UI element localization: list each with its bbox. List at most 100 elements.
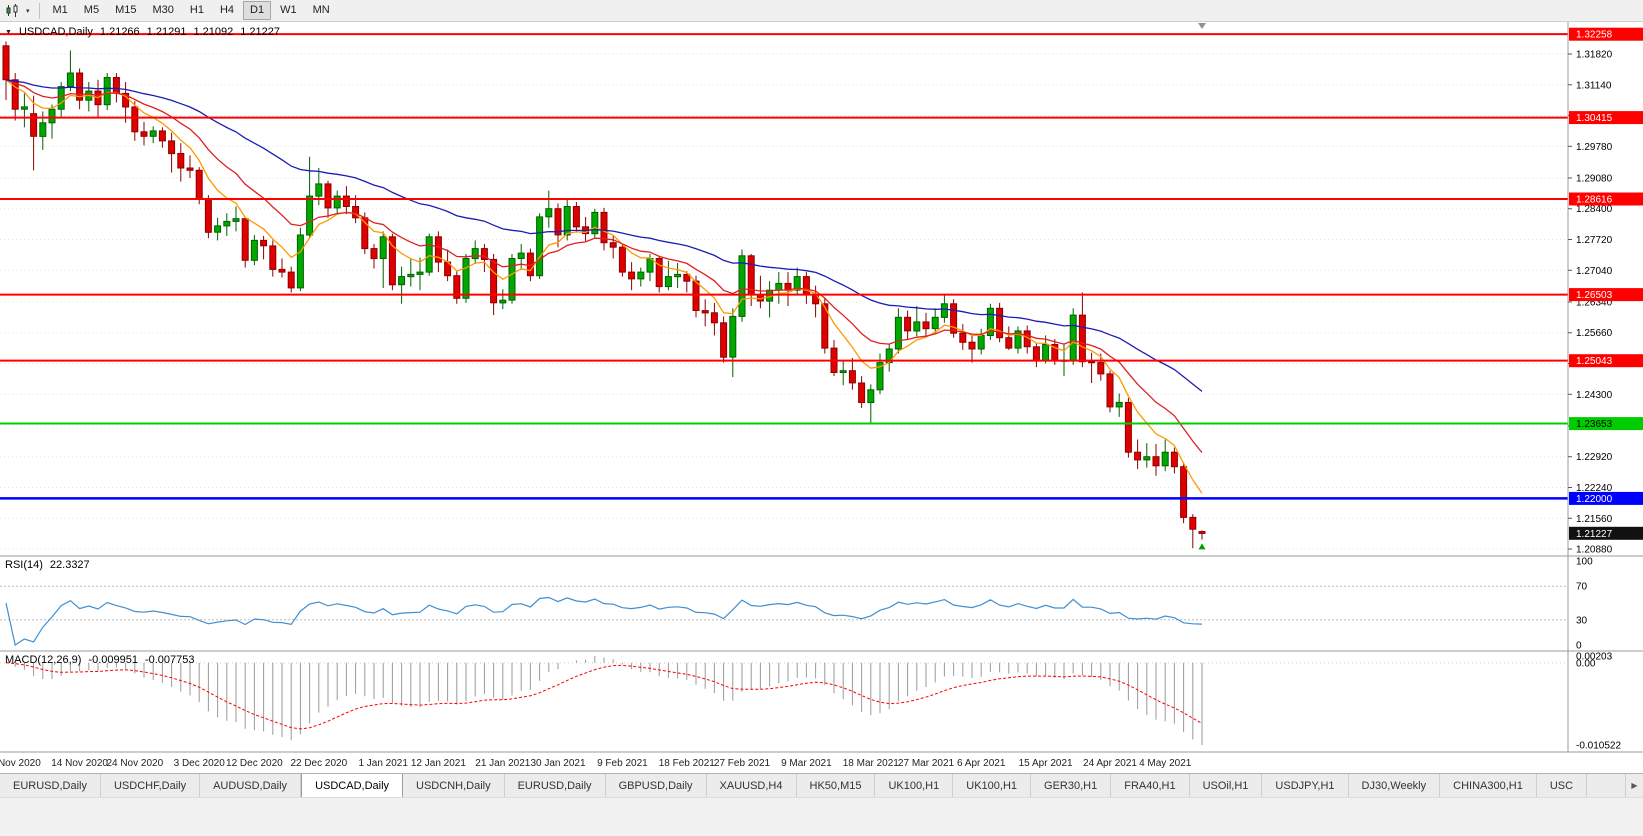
- timeframe-button-m1[interactable]: M1: [46, 1, 75, 19]
- symbol-tab-2[interactable]: AUDUSD,Daily: [200, 774, 302, 797]
- symbol-tab-3[interactable]: USDCAD,Daily: [301, 774, 404, 797]
- symbol-tab-7[interactable]: XAUUSD,H4: [706, 774, 797, 797]
- svg-text:1.27720: 1.27720: [1576, 235, 1613, 246]
- svg-text:1.23653: 1.23653: [1576, 419, 1613, 430]
- ma-line-40: [5, 79, 1203, 392]
- macd-histogram: [14, 656, 1203, 745]
- svg-text:1.22920: 1.22920: [1576, 452, 1613, 463]
- svg-text:0.00: 0.00: [1576, 658, 1596, 669]
- svg-text:1.29080: 1.29080: [1576, 173, 1613, 184]
- chart-canvas[interactable]: 1.318201.311401.304601.297801.290801.284…: [0, 22, 1643, 773]
- svg-text:24 Apr 2021: 24 Apr 2021: [1083, 758, 1137, 769]
- svg-text:1.28616: 1.28616: [1576, 194, 1613, 205]
- last-bar-arrow-icon: [1198, 543, 1206, 550]
- symbol-tab-14[interactable]: USDJPY,H1: [1262, 774, 1349, 797]
- svg-text:4 May 2021: 4 May 2021: [1139, 758, 1192, 769]
- svg-text:14 Nov 2020: 14 Nov 2020: [51, 758, 108, 769]
- svg-text:1.22000: 1.22000: [1576, 494, 1613, 505]
- price-scale[interactable]: 1.318201.311401.304601.297801.290801.284…: [1568, 27, 1643, 752]
- symbol-tab-bar: EURUSD,Daily USDCHF,Daily AUDUSD,Daily USDC…: [0, 773, 1643, 797]
- symbol-tab-4[interactable]: USDCNH,Daily: [403, 774, 505, 797]
- symbol-tab-6[interactable]: GBPUSD,Daily: [605, 774, 707, 797]
- svg-text:1.31140: 1.31140: [1576, 80, 1612, 91]
- chart-shift-marker: [1198, 23, 1206, 29]
- chart-objects-icon[interactable]: ▼: [5, 28, 12, 36]
- svg-text:18 Feb 2021: 18 Feb 2021: [659, 758, 716, 769]
- timeframe-button-w1[interactable]: W1: [273, 1, 304, 19]
- svg-text:1.20880: 1.20880: [1576, 545, 1613, 556]
- ma-line-15: [5, 79, 1203, 454]
- svg-text:100: 100: [1576, 557, 1593, 568]
- timeframe-toolbar: ▾ M1 M5 M15 M30 H1 H4 D1 W1 MN: [0, 0, 1643, 22]
- svg-text:22 Dec 2020: 22 Dec 2020: [290, 758, 347, 769]
- svg-text:15 Apr 2021: 15 Apr 2021: [1019, 758, 1073, 769]
- rsi-line: [5, 596, 1203, 646]
- svg-text:1.26340: 1.26340: [1576, 297, 1613, 308]
- svg-text:1 Jan 2021: 1 Jan 2021: [358, 758, 408, 769]
- svg-text:9 Mar 2021: 9 Mar 2021: [781, 758, 832, 769]
- svg-text:1.21227: 1.21227: [1576, 529, 1613, 540]
- horizontal-lines-layer: [0, 33, 1568, 500]
- svg-text:6 Apr 2021: 6 Apr 2021: [957, 758, 1006, 769]
- svg-text:18 Mar 2021: 18 Mar 2021: [843, 758, 900, 769]
- svg-text:1.32258: 1.32258: [1576, 30, 1613, 41]
- chart-area[interactable]: 1.318201.311401.304601.297801.290801.284…: [0, 22, 1643, 773]
- svg-text:1.28400: 1.28400: [1576, 204, 1613, 215]
- timeframe-button-h1[interactable]: H1: [183, 1, 211, 19]
- symbol-tab-9[interactable]: UK100,H1: [875, 774, 954, 797]
- chart-type-icon[interactable]: [3, 3, 22, 18]
- svg-text:21 Jan 2021: 21 Jan 2021: [475, 758, 530, 769]
- svg-text:1.29780: 1.29780: [1576, 142, 1613, 153]
- timeframe-buttons: M1 M5 M15 M30 H1 H4 D1 W1 MN: [46, 1, 337, 20]
- timeframe-button-m15[interactable]: M15: [108, 1, 143, 19]
- svg-text:1.26503: 1.26503: [1576, 290, 1613, 301]
- timeframe-button-mn[interactable]: MN: [306, 1, 337, 19]
- svg-text:-0.010522: -0.010522: [1576, 741, 1621, 752]
- symbol-tab-1[interactable]: USDCHF,Daily: [100, 774, 201, 797]
- timeframe-button-h4[interactable]: H4: [213, 1, 241, 19]
- symbol-tab-16[interactable]: CHINA300,H1: [1440, 774, 1537, 797]
- macd-signal-line: [5, 662, 1203, 730]
- timeframe-button-m30[interactable]: M30: [145, 1, 180, 19]
- svg-text:0: 0: [1576, 641, 1582, 652]
- svg-text:1.30415: 1.30415: [1576, 113, 1613, 124]
- chart-type-caret-icon[interactable]: ▾: [26, 7, 30, 15]
- svg-text:12 Dec 2020: 12 Dec 2020: [226, 758, 283, 769]
- svg-text:30: 30: [1576, 615, 1588, 626]
- svg-text:0.00203: 0.00203: [1576, 652, 1613, 663]
- svg-text:3 Dec 2020: 3 Dec 2020: [174, 758, 226, 769]
- symbol-tab-5[interactable]: EURUSD,Daily: [504, 774, 606, 797]
- svg-text:1.22240: 1.22240: [1576, 483, 1613, 494]
- svg-text:1.25043: 1.25043: [1576, 356, 1613, 367]
- symbol-tab-17[interactable]: USC: [1536, 774, 1588, 797]
- symbol-tab-11[interactable]: GER30,H1: [1031, 774, 1112, 797]
- ma-line-7: [5, 79, 1203, 494]
- svg-text:1.27040: 1.27040: [1576, 266, 1613, 277]
- symbol-tab-13[interactable]: USOil,H1: [1189, 774, 1263, 797]
- timeframe-button-d1[interactable]: D1: [243, 1, 272, 20]
- symbol-tab-15[interactable]: DJ30,Weekly: [1348, 774, 1441, 797]
- svg-text:24 Nov 2020: 24 Nov 2020: [106, 758, 163, 769]
- symbol-tab-8[interactable]: HK50,M15: [796, 774, 876, 797]
- svg-text:30 Jan 2021: 30 Jan 2021: [530, 758, 585, 769]
- symbol-tab-12[interactable]: FRA40,H1: [1111, 774, 1190, 797]
- status-bar: [0, 797, 1643, 836]
- symbol-tab-0[interactable]: EURUSD,Daily: [0, 774, 101, 797]
- symbol-tabs: EURUSD,Daily USDCHF,Daily AUDUSD,Daily USDC…: [0, 774, 1625, 797]
- svg-text:70: 70: [1576, 582, 1588, 593]
- timeframe-button-m5[interactable]: M5: [77, 1, 106, 19]
- toolbar-separator: [38, 2, 40, 19]
- svg-text:1.31820: 1.31820: [1576, 49, 1613, 60]
- svg-text:5 Nov 2020: 5 Nov 2020: [0, 758, 41, 769]
- symbol-tab-10[interactable]: UK100,H1: [953, 774, 1032, 797]
- svg-text:1.25660: 1.25660: [1576, 328, 1613, 339]
- svg-text:12 Jan 2021: 12 Jan 2021: [411, 758, 466, 769]
- tab-scroll-right-button[interactable]: ▶: [1625, 774, 1643, 797]
- svg-text:9 Feb 2021: 9 Feb 2021: [597, 758, 648, 769]
- svg-text:27 Feb 2021: 27 Feb 2021: [714, 758, 771, 769]
- grid-layer: [0, 53, 1568, 550]
- svg-text:1.24300: 1.24300: [1576, 390, 1613, 401]
- svg-text:1.21560: 1.21560: [1576, 514, 1613, 525]
